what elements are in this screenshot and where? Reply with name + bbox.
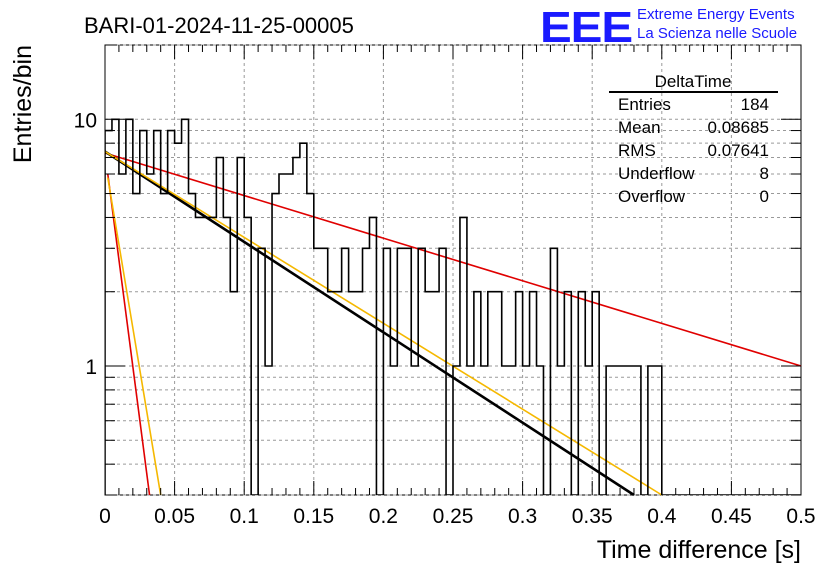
stats-row-value: 184 [741, 95, 769, 114]
logo-line1: Extreme Energy Events [637, 6, 795, 23]
x-tick-label: 0.1 [230, 505, 259, 528]
stats-row-value: 0 [760, 187, 769, 206]
fit-curve [104, 152, 802, 367]
x-tick-label: 0.3 [508, 505, 537, 528]
stats-title: DeltaTime [655, 72, 732, 91]
y-tick-label: 10 [74, 109, 97, 132]
fit-curve [104, 150, 635, 497]
stats-row-value: 0.08685 [708, 118, 769, 137]
x-axis-label: Time difference [s] [597, 536, 801, 564]
x-tick-label: 0.25 [433, 505, 474, 528]
stats-row-label: Entries [618, 95, 671, 114]
axes: 0 0.05 0.1 0.15 0.2 0.25 0.3 0.35 0.4 0.45 0.5 1 10 [74, 44, 816, 528]
x-tick-label: 0.05 [154, 505, 195, 528]
stats-row-label: Overflow [618, 187, 686, 206]
fit-curve [106, 173, 151, 496]
stats-row-label: Mean [618, 118, 661, 137]
x-tick-label: 0.45 [711, 505, 752, 528]
histogram [105, 118, 801, 495]
x-tick-label: 0.35 [572, 505, 613, 528]
stats-row-label: RMS [618, 141, 656, 160]
x-tick-label: 0.15 [293, 505, 334, 528]
y-axis-label: Entries/bin [9, 45, 37, 163]
x-tick-label: 0.2 [369, 505, 398, 528]
logo-letters: EEE [540, 3, 632, 52]
stats-row-value: 8 [760, 164, 769, 183]
stats-row-value: 0.07641 [708, 141, 769, 160]
x-tick-label: 0 [99, 505, 111, 528]
chart-title: BARI-01-2024-11-25-00005 [84, 13, 354, 38]
y-tick-label: 1 [85, 356, 97, 379]
stats-row-label: Underflow [618, 164, 695, 183]
stats-box: DeltaTime Entries 184 Mean 0.08685 RMS 0.0764… [609, 72, 778, 206]
fit-curve [106, 177, 162, 496]
eee-logo: EEE Extreme Energy Events La Scienza nel… [540, 3, 797, 52]
x-tick-label: 0.4 [647, 505, 677, 528]
histogram-outline [105, 118, 801, 495]
logo-line2: La Scienza nelle Scuole [637, 25, 797, 42]
x-tick-label: 0.5 [786, 505, 815, 528]
